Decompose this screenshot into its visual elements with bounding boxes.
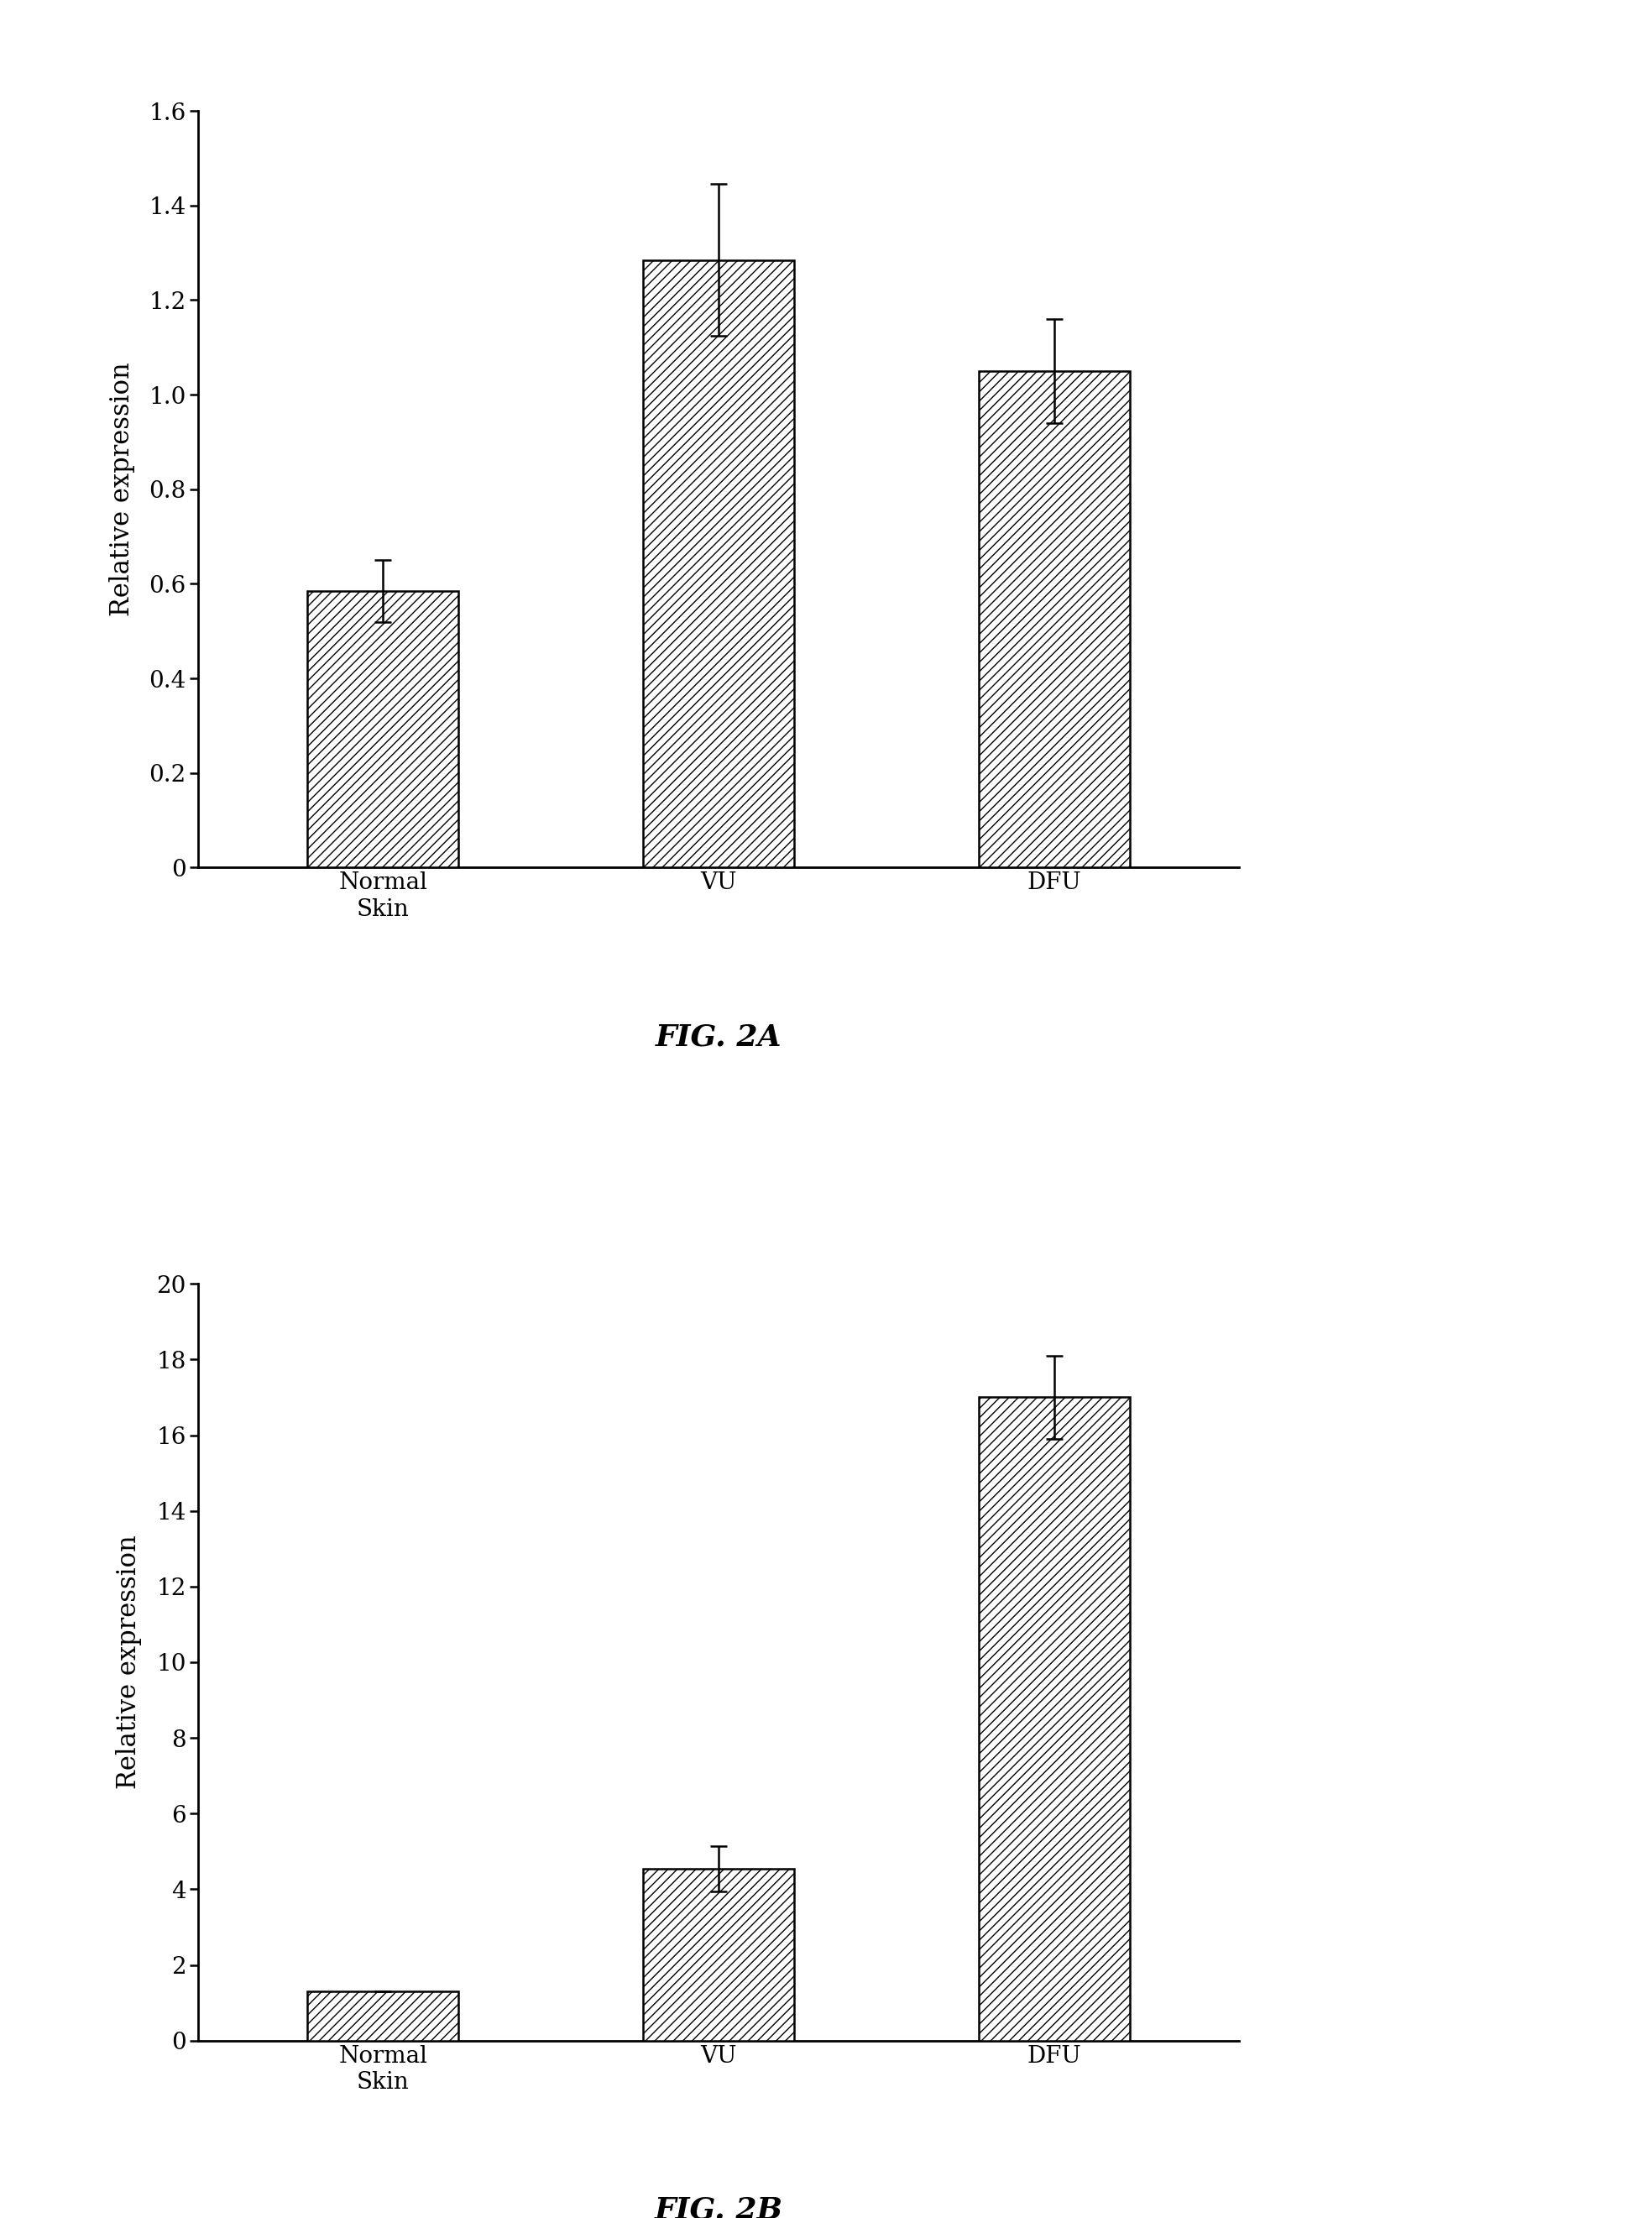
Y-axis label: Relative expression: Relative expression bbox=[109, 362, 135, 617]
Text: FIG. 2A: FIG. 2A bbox=[656, 1022, 781, 1051]
Bar bbox=[307, 1992, 459, 2041]
Bar bbox=[643, 260, 795, 867]
Bar bbox=[978, 1397, 1130, 2041]
Text: FIG. 2B: FIG. 2B bbox=[654, 2196, 783, 2218]
Bar bbox=[978, 370, 1130, 867]
Bar bbox=[643, 1868, 795, 2041]
Bar bbox=[307, 590, 459, 867]
Y-axis label: Relative expression: Relative expression bbox=[116, 1535, 142, 1790]
